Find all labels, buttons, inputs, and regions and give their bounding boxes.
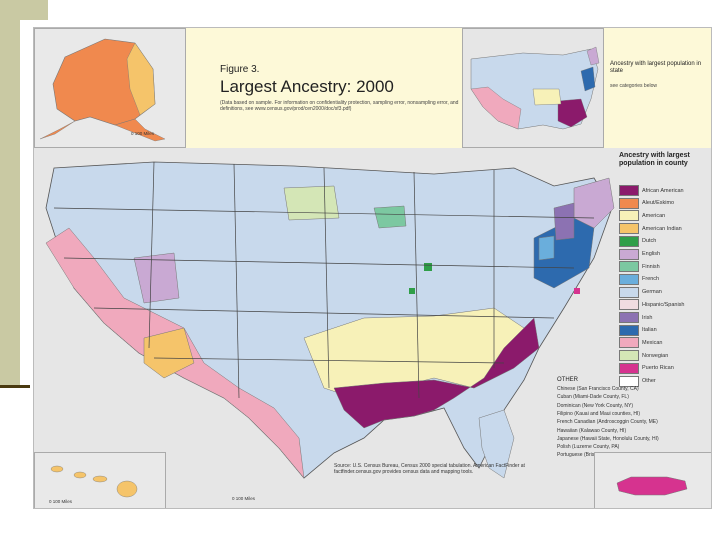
slide-decoration-line (0, 385, 30, 388)
legend-item: Hispanic/Spanish (619, 299, 685, 311)
slide-decoration-square (0, 0, 48, 20)
legend-label: Italian (642, 327, 657, 334)
legend-item: Irish (619, 312, 652, 323)
legend-swatch (619, 248, 639, 260)
other-line: Cuban (Miami-Dade County, FL) (557, 394, 629, 401)
legend-label: Finnish (642, 263, 660, 270)
figure-label: Figure 3. (220, 64, 260, 75)
legend-swatch (619, 273, 639, 285)
legend-swatch (619, 324, 639, 336)
legend-item: Aleut/Eskimo (619, 197, 675, 209)
county-legend-title: Ancestry with largest population in coun… (619, 152, 690, 167)
legend-item: American (619, 210, 666, 222)
us-county-map (45, 161, 615, 479)
legend-label: Mexican (642, 339, 663, 346)
other-title: OTHER (557, 377, 578, 383)
other-line: Filipino (Kauai and Maui counties, HI) (557, 410, 641, 417)
legend-label: American Indian (642, 225, 682, 232)
legend-item: Dutch (619, 235, 657, 247)
state-legend-subtitle: see categories below (610, 83, 657, 89)
other-line: Japanese (Hawaii State, Honolulu County,… (557, 435, 659, 442)
state-legend-title: Ancestry with largest population in stat… (610, 61, 702, 74)
alaska-map (39, 38, 166, 142)
legend-label: German (642, 289, 662, 296)
legend-label: Puerto Rican (642, 365, 674, 372)
legend-item: French (619, 273, 660, 285)
legend-label: French (642, 276, 660, 283)
legend-label: African American (642, 187, 684, 194)
legend-label: Irish (642, 314, 653, 321)
legend-item: Other (619, 375, 656, 387)
main-scale: 0 100 Miles (232, 496, 256, 501)
legend-swatch (619, 185, 639, 196)
puerto-rico-inset (594, 452, 711, 508)
legend-swatch (619, 350, 639, 362)
puerto-rico-map (616, 476, 688, 496)
figure-title: Largest Ancestry: 2000 (220, 77, 394, 96)
map-figure: 0 100 Miles Figure 3. Largest Ancestry: … (33, 27, 712, 509)
figure-note: (Data based on sample. For information o… (220, 100, 459, 112)
legend-swatch (619, 337, 639, 349)
legend-label: Aleut/Eskimo (642, 200, 675, 207)
legend-swatch (619, 312, 639, 323)
legend-item: Finnish (619, 261, 660, 273)
legend-item: German (619, 286, 662, 298)
alaska-scale: 0 100 Miles (131, 131, 155, 136)
legend-item: Mexican (619, 337, 663, 349)
legend-item: African American (619, 185, 684, 196)
alaska-inset: 0 100 Miles (34, 28, 186, 148)
legend-item: Puerto Rican (619, 362, 674, 374)
legend-swatch (619, 210, 639, 222)
state-level-map (470, 46, 600, 130)
legend-swatch (619, 197, 639, 209)
legend-label: English (642, 251, 661, 257)
legend-label: Other (642, 378, 656, 384)
legend-swatch (619, 261, 639, 273)
other-line: Dominican (New York County, NY) (557, 402, 634, 409)
legend-swatch (619, 235, 639, 247)
legend-item: Norwegian (619, 350, 669, 362)
source-note: Source: U.S. Census Bureau, Census 2000 … (334, 463, 525, 475)
legend-item: English (619, 248, 661, 260)
legend-item: American Indian (619, 223, 682, 235)
hawaii-scale: 0 100 Miles (49, 499, 73, 504)
legend-label: Hispanic/Spanish (642, 301, 685, 308)
legend-swatch (619, 375, 639, 387)
legend-swatch (619, 286, 639, 298)
other-line: Chinese (San Francisco County, CA) (557, 386, 639, 392)
state-level-inset (462, 28, 604, 148)
main-county-map (34, 148, 711, 508)
legend-label: Dutch (642, 238, 657, 245)
other-line: French Canadian (Androscoggin County, ME… (557, 419, 658, 426)
legend-item: Italian (619, 324, 657, 336)
legend-swatch (619, 223, 639, 235)
hawaii-map (50, 465, 138, 498)
legend-label: American (642, 212, 666, 219)
legend-swatch (619, 362, 639, 374)
legend-swatch (619, 299, 639, 311)
legend-label: Norwegian (642, 352, 669, 359)
hawaii-inset: 0 100 Miles (34, 452, 166, 508)
other-line: Polish (Luzerne County, PA) (557, 444, 620, 451)
slide-decoration-bar (0, 0, 20, 385)
other-line: Hawaiian (Kalawao County, HI) (557, 427, 627, 434)
